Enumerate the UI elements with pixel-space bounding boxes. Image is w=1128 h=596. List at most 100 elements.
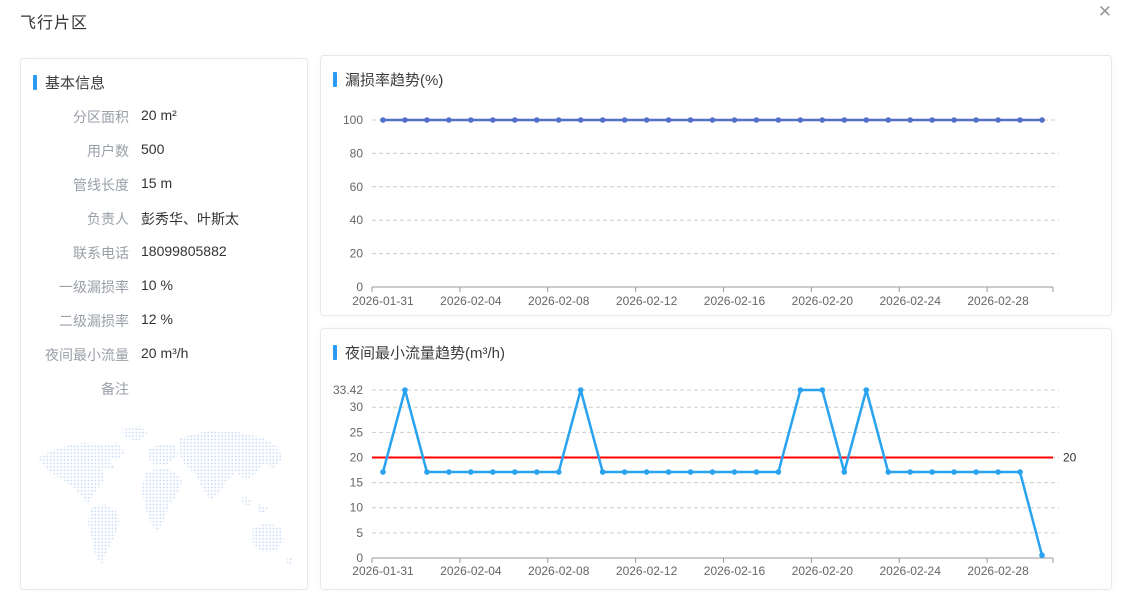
data-point xyxy=(490,117,496,123)
svg-text:2026-02-12: 2026-02-12 xyxy=(616,564,678,578)
data-point xyxy=(1039,552,1045,559)
world-map xyxy=(29,407,301,579)
svg-text:2026-02-16: 2026-02-16 xyxy=(704,294,766,308)
close-icon[interactable]: ✕ xyxy=(1097,2,1112,21)
info-row: 二级漏损率 12 % xyxy=(29,311,293,331)
svg-text:30: 30 xyxy=(350,400,364,414)
data-point xyxy=(973,469,979,475)
data-point xyxy=(995,117,1001,123)
data-point xyxy=(973,117,979,123)
data-point xyxy=(402,117,408,123)
info-value: 18099805882 xyxy=(141,243,227,259)
info-row: 负责人 彭秀华、叶斯太 xyxy=(29,209,293,229)
data-point xyxy=(687,117,694,123)
data-point xyxy=(709,117,716,123)
svg-text:2026-02-20: 2026-02-20 xyxy=(792,294,854,308)
svg-text:2026-02-16: 2026-02-16 xyxy=(704,564,766,578)
info-label: 管线长度 xyxy=(73,177,129,193)
data-point xyxy=(885,469,892,475)
x-axis xyxy=(371,286,1054,292)
info-value: 10 % xyxy=(141,277,173,293)
data-point xyxy=(446,469,452,475)
x-axis-labels: 2026-01-31 2026-02-04 2026-02-08 2026-02-12… xyxy=(352,564,1029,578)
svg-text:40: 40 xyxy=(350,213,364,227)
data-point xyxy=(424,117,430,123)
data-point xyxy=(907,117,914,123)
data-point xyxy=(468,469,474,475)
data-point xyxy=(885,117,892,123)
data-point xyxy=(1017,117,1023,123)
info-value: 12 % xyxy=(141,311,173,327)
svg-text:15: 15 xyxy=(350,476,364,490)
svg-text:80: 80 xyxy=(350,146,364,160)
info-label: 负责人 xyxy=(87,211,129,227)
svg-text:2026-02-28: 2026-02-28 xyxy=(967,564,1029,578)
data-point xyxy=(863,387,870,393)
data-point xyxy=(665,469,672,475)
night-flow-trend-header: 夜间最小流量趋势(m³/h) xyxy=(321,329,1111,369)
night-flow-trend-panel: 夜间最小流量趋势(m³/h) 0 5 10 15 20 25 30 33.42 2026-01-… xyxy=(320,328,1112,590)
data-point xyxy=(907,469,914,475)
data-point xyxy=(446,117,452,123)
info-row: 夜间最小流量 20 m³/h xyxy=(29,345,293,365)
basic-info-title: 基本信息 xyxy=(45,75,106,92)
data-point xyxy=(380,469,386,475)
data-point xyxy=(929,469,935,475)
data-point xyxy=(819,387,826,393)
svg-text:2026-02-12: 2026-02-12 xyxy=(616,294,678,308)
info-label: 备注 xyxy=(101,381,129,397)
svg-text:20: 20 xyxy=(350,247,364,261)
info-label: 联系电话 xyxy=(73,245,129,261)
markline: 20 xyxy=(372,450,1077,464)
info-label: 二级漏损率 xyxy=(59,313,129,329)
data-point xyxy=(863,117,870,123)
data-point xyxy=(841,469,848,475)
y-axis-labels: 0 20 40 60 80 100 xyxy=(343,113,363,294)
data-point xyxy=(511,469,518,475)
grid-lines xyxy=(372,119,1059,255)
grid-lines xyxy=(372,389,1059,534)
svg-text:2026-01-31: 2026-01-31 xyxy=(352,564,414,578)
leakage-trend-panel: 漏损率趋势(%) 0 20 40 60 80 100 2026-01-31 2026-02-0… xyxy=(320,55,1112,316)
svg-text:2026-02-04: 2026-02-04 xyxy=(440,294,502,308)
svg-text:20: 20 xyxy=(350,450,364,464)
world-map-image xyxy=(37,425,294,567)
data-point xyxy=(599,117,606,123)
leakage-trend-title: 漏损率趋势(%) xyxy=(345,72,444,89)
data-point xyxy=(511,117,518,123)
data-point xyxy=(643,117,650,123)
svg-text:100: 100 xyxy=(343,113,363,127)
accent-bar-icon xyxy=(333,345,337,360)
night-flow-trend-title: 夜间最小流量趋势(m³/h) xyxy=(345,345,505,362)
info-value: 20 m³/h xyxy=(141,345,189,361)
data-point xyxy=(533,117,540,123)
info-label: 用户数 xyxy=(87,143,129,159)
svg-text:2026-02-04: 2026-02-04 xyxy=(440,564,502,578)
data-point xyxy=(797,387,804,393)
info-field-list: 分区面积 20 m² 用户数 500 管线长度 15 m 负责人 彭秀华、叶斯太 联系电话 180… xyxy=(21,99,307,399)
y-axis-labels: 0 5 10 15 20 25 30 33.42 xyxy=(333,383,363,565)
svg-text:60: 60 xyxy=(350,180,364,194)
data-point xyxy=(731,117,738,123)
x-axis xyxy=(371,557,1054,563)
leakage-trend-chart[interactable]: 0 20 40 60 80 100 2026-01-31 2026-02-04 2026-02-… xyxy=(321,96,1111,316)
svg-text:10: 10 xyxy=(350,501,364,515)
info-row: 一级漏损率 10 % xyxy=(29,277,293,297)
data-point xyxy=(731,469,738,475)
data-point xyxy=(995,469,1001,475)
svg-text:2026-02-24: 2026-02-24 xyxy=(880,294,942,308)
data-point xyxy=(819,117,826,123)
data-point xyxy=(665,117,672,123)
page-title: 飞行片区 xyxy=(20,15,89,32)
data-point xyxy=(775,469,782,475)
accent-bar-icon xyxy=(33,75,37,90)
data-point xyxy=(621,117,628,123)
info-row: 备注 xyxy=(29,379,293,399)
info-value: 500 xyxy=(141,141,165,157)
svg-text:0: 0 xyxy=(356,280,363,294)
info-row: 管线长度 15 m xyxy=(29,175,293,195)
info-row: 用户数 500 xyxy=(29,141,293,161)
basic-info-header: 基本信息 xyxy=(21,59,307,99)
info-label: 一级漏损率 xyxy=(59,279,129,295)
